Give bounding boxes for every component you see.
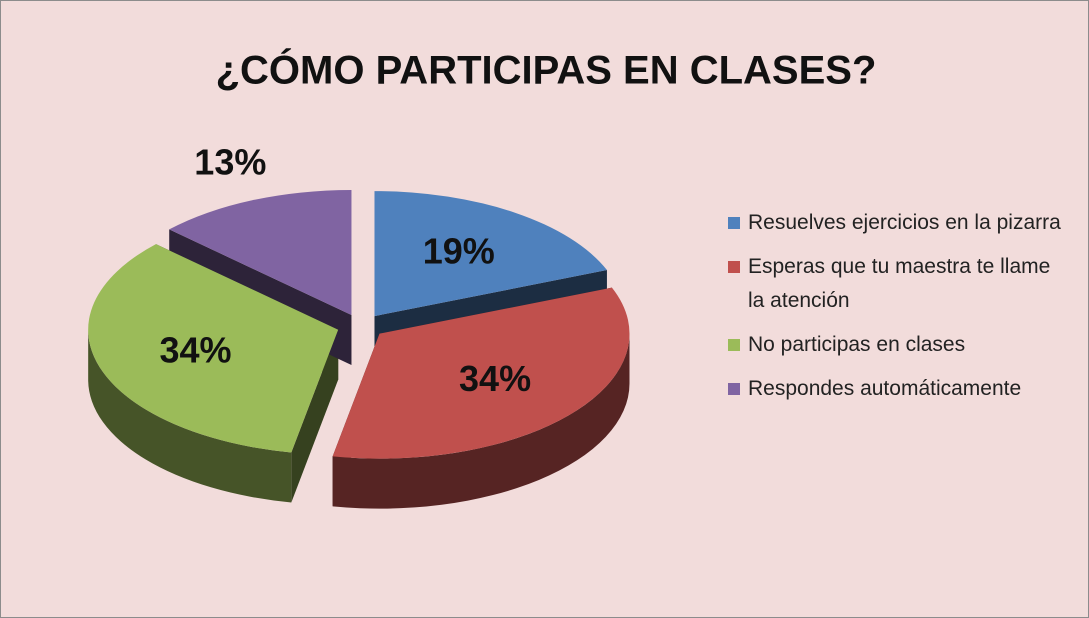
data-label: 34% <box>159 329 231 370</box>
legend-label: Esperas que tu maestra te llame la atenc… <box>748 255 1051 312</box>
slice <box>88 244 339 453</box>
slice <box>374 191 607 317</box>
legend-item: Resuelves ejercicios en la pizarra <box>728 206 1068 240</box>
legend-swatch <box>728 339 740 351</box>
legend-label: No participas en clases <box>748 333 966 356</box>
legend-label: Respondes automáticamente <box>748 377 1022 400</box>
legend-swatch <box>728 383 740 395</box>
legend-item: Respondes automáticamente <box>728 372 1068 406</box>
legend-swatch <box>728 217 740 229</box>
chart-title: ¿CÓMO PARTICIPAS EN CLASES? <box>216 47 877 93</box>
legend-item: Esperas que tu maestra te llame la atenc… <box>728 250 1068 318</box>
legend-item: No participas en clases <box>728 328 1068 362</box>
legend-swatch <box>728 261 740 273</box>
legend: Resuelves ejercicios en la pizarra Espera… <box>728 206 1068 416</box>
data-label: 34% <box>459 358 531 399</box>
slice <box>332 287 630 459</box>
data-label: 19% <box>423 231 495 272</box>
data-label: 13% <box>194 142 266 183</box>
slice <box>169 189 352 315</box>
slice-rim <box>88 329 292 503</box>
legend-label: Resuelves ejercicios en la pizarra <box>748 211 1061 234</box>
slice-rim <box>332 333 630 509</box>
